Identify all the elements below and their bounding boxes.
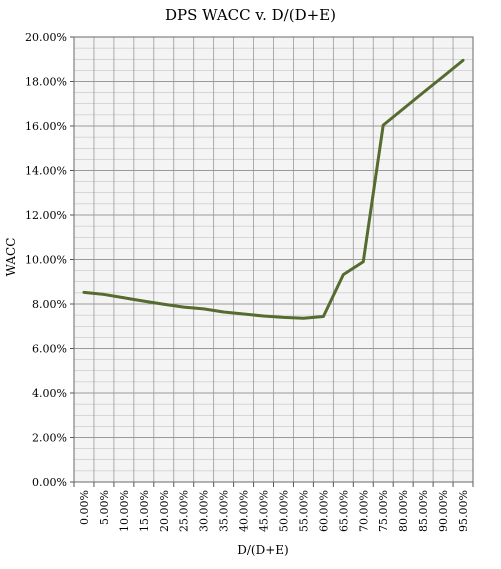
x-tick-label: 55.00% [297,490,310,532]
x-axis-label: D/(D+E) [237,543,289,557]
x-tick-label: 65.00% [337,490,350,532]
x-tick-label: 95.00% [457,490,470,532]
y-tick-label: 8.00% [32,298,67,311]
y-tick-label: 4.00% [32,387,67,400]
x-tick-label: 20.00% [158,490,171,532]
y-tick-label: 0.00% [32,476,67,489]
y-tick-label: 20.00% [25,31,67,44]
x-tick-label: 25.00% [178,490,191,532]
y-tick-label: 18.00% [25,76,67,89]
x-tick-label: 75.00% [377,490,390,532]
x-tick-label: 15.00% [138,490,151,532]
x-tick-label: 85.00% [417,490,430,532]
plot-frame [73,36,474,483]
series-line [82,58,465,320]
y-tick-label: 14.00% [25,165,67,178]
x-tick-label: 30.00% [198,490,211,532]
x-tick-label: 60.00% [317,490,330,532]
x-tick-label: 5.00% [98,490,111,525]
y-tick-label: 2.00% [32,432,67,445]
x-tick-label: 70.00% [357,490,370,532]
x-tick-label: 90.00% [437,490,450,532]
x-tick-label: 10.00% [118,490,131,532]
y-tick-label: 16.00% [25,120,67,133]
x-tick-label: 40.00% [238,490,251,532]
y-tick-label: 6.00% [32,343,67,356]
x-tick-label: 35.00% [218,490,231,532]
chart-title: DPS WACC v. D/(D+E) [165,6,336,24]
x-tick-label: 45.00% [258,490,271,532]
x-tick-label: 80.00% [397,490,410,532]
x-tick-label: 0.00% [78,490,91,525]
y-tick-label: 12.00% [25,209,67,222]
y-tick-label: 10.00% [25,254,67,267]
x-tick-label: 50.00% [277,490,290,532]
